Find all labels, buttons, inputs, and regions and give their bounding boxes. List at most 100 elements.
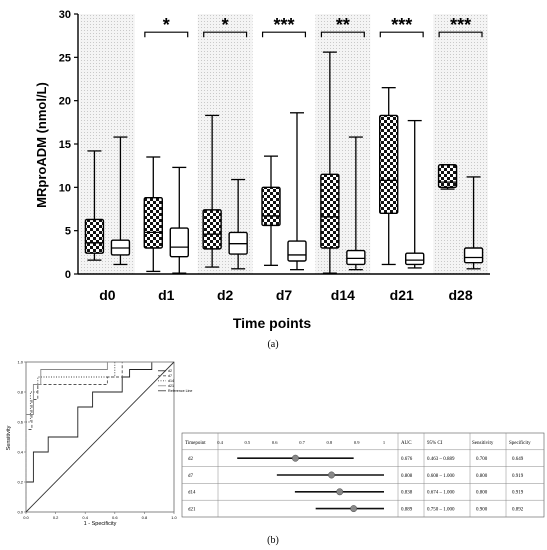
table-cell: 0.919 xyxy=(512,474,524,479)
box-iqr xyxy=(287,240,307,262)
box-d7-white xyxy=(287,112,307,271)
forest-axis-tick-label: 0.8 xyxy=(327,440,333,445)
x-tick-label-d21: d21 xyxy=(390,287,414,303)
table-cell: 0.800 xyxy=(476,474,488,479)
roc-panel: 0.0 0.2 0.4 0.6 0.8 1.0 0.0 0.2 0.4 0.6 0.8 1.0 d2 d… xyxy=(6,360,192,528)
forest-point xyxy=(350,505,358,513)
box-iqr xyxy=(346,249,366,266)
table-rows: d2 0.676 0.463 – 0.889 0.700 0.649 d7 0.808 0.6… xyxy=(188,454,524,512)
roc-curve-reference-line xyxy=(25,361,175,513)
significance-stars: ** xyxy=(336,15,350,35)
x-tick-label-d2: d2 xyxy=(217,287,234,303)
y-tick-label: 5 xyxy=(65,226,71,238)
table-cell: d7 xyxy=(188,474,194,479)
legend-label: d14 xyxy=(168,379,174,383)
table-cell: 0.892 xyxy=(512,507,524,512)
forest-axis-tick-label: 1 xyxy=(383,440,385,445)
box-iqr xyxy=(261,186,281,227)
forest-point xyxy=(328,471,335,479)
box-d28-checkered xyxy=(437,164,458,190)
table-cell: 0.676 xyxy=(401,457,413,462)
roc-y-tick-label: 0.6 xyxy=(17,420,23,425)
table-header-cell: 95% CI xyxy=(427,441,443,446)
roc-y-tick-label: 1.0 xyxy=(17,360,23,365)
boxplot-panel: * * *** ** *** *** d0 d1 d2 d7 d14 d21 d28051015202… xyxy=(34,9,490,350)
roc-y-axis-label: Sensitivity xyxy=(6,425,12,450)
boxplot-axes: d0 d1 d2 d7 d14 d21 d28 0 5 10 15 20 25 30 xyxy=(59,9,490,303)
table-cell: 0.900 xyxy=(476,507,488,512)
roc-y-tick-label: 0.0 xyxy=(17,510,23,515)
box-d1-white xyxy=(169,166,189,274)
y-tick-label: 15 xyxy=(59,139,71,151)
box-d21-checkered xyxy=(379,87,399,266)
significance-bracket xyxy=(144,31,189,38)
table-header-cell: Sensitivity xyxy=(472,441,494,446)
y-tick-label: 10 xyxy=(59,182,71,194)
box-d21-white xyxy=(405,119,425,269)
roc-y-tick-label: 0.8 xyxy=(17,390,23,395)
table-cell: 0.808 xyxy=(401,474,413,479)
table-row: d7 0.808 0.608 – 1.000 0.800 0.919 xyxy=(188,471,524,479)
roc-curves xyxy=(25,361,175,513)
roc-y-tick-label: 0.2 xyxy=(17,480,23,485)
legend-label: Reference Line xyxy=(168,389,192,393)
forest-point xyxy=(336,488,344,496)
significance-bracket xyxy=(379,31,424,38)
roc-x-axis-label: 1 - Specificity xyxy=(84,521,117,527)
table-cell: 0.750 – 1.000 xyxy=(427,507,455,512)
x-axis-label: Time points xyxy=(233,315,312,331)
box-iqr xyxy=(202,209,222,250)
legend-label: d2 xyxy=(168,369,172,373)
y-tick-label: 30 xyxy=(59,9,71,21)
significance-stars: * xyxy=(163,15,170,35)
table-cell: 0.463 – 0.889 xyxy=(427,457,455,462)
y-tick-label: 0 xyxy=(65,269,71,281)
table-header: Timepoint AUC 95% CI Sensitivity Specificity… xyxy=(185,440,531,446)
forest-point xyxy=(291,454,299,462)
y-tick-label: 20 xyxy=(59,96,71,108)
box-iqr xyxy=(437,164,458,189)
roc-x-tick-label: 1.0 xyxy=(171,515,177,520)
box-iqr xyxy=(405,252,425,266)
table-header-cell: AUC xyxy=(401,441,412,446)
box-d14-white xyxy=(346,136,366,271)
x-tick-label-d7: d7 xyxy=(276,287,293,303)
forest-axis-tick-label: 0.5 xyxy=(245,440,251,445)
box-d0-white xyxy=(110,136,131,266)
table-cell: 0.608 – 1.000 xyxy=(427,474,455,479)
table-cell: 0.800 xyxy=(476,491,488,496)
box-d28-white xyxy=(463,176,484,270)
table-cell: 0.889 xyxy=(401,507,413,512)
significance-stars: *** xyxy=(273,15,294,35)
legend-label: d21 xyxy=(168,384,174,388)
table-cell: d21 xyxy=(188,507,196,512)
roc-x-tick-label: 0.8 xyxy=(142,515,148,520)
significance-stars: *** xyxy=(450,15,471,35)
roc-x-tick-label: 0.0 xyxy=(23,515,29,520)
box-d2-checkered xyxy=(202,114,222,268)
shaded-columns xyxy=(80,14,488,274)
x-tick-label-d14: d14 xyxy=(331,287,355,303)
roc-y-tick-label: 0.4 xyxy=(17,450,23,455)
significance-bracket xyxy=(261,31,307,38)
roc-curve-d2 xyxy=(25,361,174,512)
forest-axis-tick-label: 0.7 xyxy=(299,440,305,445)
box-d14-checkered xyxy=(320,51,340,274)
roc-x-tick-label: 0.4 xyxy=(82,515,88,520)
box-iqr xyxy=(320,173,340,249)
roc-x-tick-label: 0.2 xyxy=(53,515,59,520)
roc-x-tick-label: 0.6 xyxy=(112,515,118,520)
forest-axis-tick-label: 0.9 xyxy=(354,440,360,445)
table-cell: 0.649 xyxy=(512,457,524,462)
table-row: d21 0.889 0.750 – 1.000 0.900 0.892 xyxy=(188,505,524,512)
roc-curve-d7 xyxy=(25,361,174,512)
table-row: d2 0.676 0.463 – 0.889 0.700 0.649 xyxy=(188,454,524,462)
significance-bracket xyxy=(203,31,248,38)
box-d1-checkered xyxy=(143,156,163,273)
roc-axes: 0.0 0.2 0.4 0.6 0.8 1.0 0.0 0.2 0.4 0.6 0.8 1.0 xyxy=(17,360,177,521)
y-tick-label: 25 xyxy=(59,52,71,64)
box-iqr xyxy=(84,218,105,254)
box-d2-white xyxy=(228,178,248,270)
shaded-column-d28 xyxy=(433,14,488,274)
